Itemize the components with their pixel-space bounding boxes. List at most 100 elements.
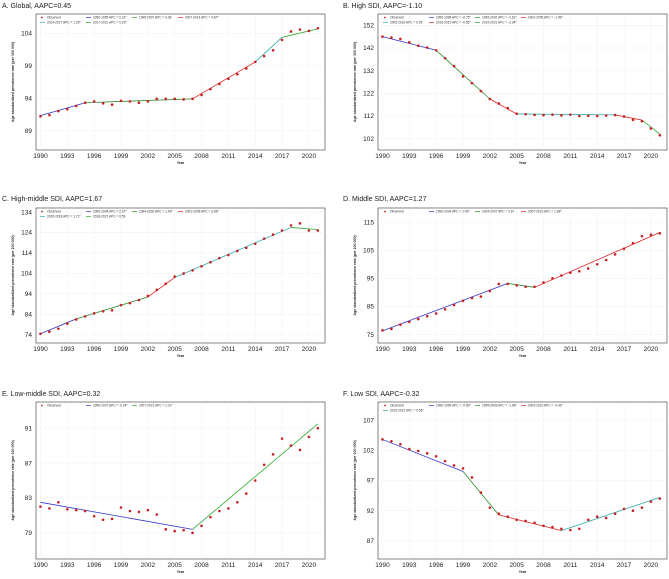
y-tick-label: 94 — [25, 291, 33, 298]
observed-point — [425, 314, 429, 318]
observed-point — [307, 435, 311, 439]
x-tick-label: 1999 — [456, 562, 471, 569]
x-tick-label: 2011 — [563, 153, 577, 160]
observed-point — [137, 510, 141, 514]
y-tick-label: 94 — [25, 95, 33, 102]
legend-label: Observed — [47, 16, 61, 20]
legend-label: 2010-2021 APC = 0.56* — [390, 409, 424, 413]
observed-point — [244, 246, 248, 250]
x-tick-label: 2017 — [617, 153, 632, 160]
observed-point — [253, 242, 257, 246]
y-tick-label: 102 — [363, 136, 374, 143]
observed-point — [57, 327, 60, 330]
observed-point — [236, 72, 239, 76]
observed-point — [506, 515, 510, 519]
x-tick-label: 2011 — [221, 153, 235, 160]
legend-label: 2016-2019 APC = -0.65* — [436, 21, 471, 25]
y-axis-label: Age standardized prevalence rate (per 10… — [11, 41, 15, 122]
x-tick-label: 2017 — [275, 562, 290, 569]
observed-point — [83, 509, 87, 513]
observed-point — [128, 509, 132, 513]
observed-point — [227, 77, 230, 81]
x-tick-label: 2017 — [275, 346, 290, 353]
x-tick-label: 2002 — [483, 153, 498, 160]
observed-point — [631, 241, 635, 245]
panel-title: F. Low SDI, AAPC=-0.32 — [343, 391, 420, 398]
observed-point — [200, 524, 203, 528]
x-tick-label: 2005 — [167, 346, 182, 353]
observed-point — [298, 448, 302, 452]
observed-point — [227, 507, 230, 510]
observed-point — [146, 294, 150, 298]
observed-point — [497, 282, 501, 286]
x-axis-label: Year — [519, 161, 527, 165]
y-tick-label: 122 — [363, 91, 374, 98]
trend-segment — [281, 28, 318, 38]
x-tick-label: 2008 — [194, 346, 209, 353]
legend-label: 2005-2018 APC = 1.71* — [47, 215, 81, 219]
y-tick-label: 91 — [25, 425, 33, 432]
observed-point — [479, 295, 483, 298]
observed-point — [658, 232, 662, 235]
observed-point — [542, 281, 545, 284]
observed-point — [280, 38, 284, 42]
legend-label: Observed — [47, 210, 61, 214]
observed-point — [408, 447, 411, 451]
observed-point — [191, 269, 194, 272]
observed-point — [542, 113, 545, 117]
observed-point — [649, 500, 653, 503]
observed-point — [200, 93, 203, 97]
observed-point — [316, 26, 320, 30]
observed-point — [164, 528, 168, 531]
x-tick-label: 2011 — [221, 562, 235, 569]
y-tick-label: 104 — [21, 271, 32, 278]
observed-point — [262, 54, 266, 58]
observed-point — [39, 332, 42, 336]
y-tick-label: 102 — [363, 448, 374, 455]
observed-point — [66, 107, 69, 111]
y-tick-label: 105 — [363, 247, 374, 254]
x-tick-label: 1996 — [87, 346, 102, 353]
observed-point — [101, 309, 105, 313]
x-tick-label: 1993 — [402, 346, 417, 353]
observed-point — [307, 29, 311, 33]
observed-point — [218, 256, 221, 260]
y-tick-label: 104 — [21, 31, 32, 38]
observed-point — [551, 525, 554, 529]
observed-point — [74, 318, 78, 321]
observed-point — [470, 476, 474, 479]
x-tick-label: 2020 — [302, 153, 317, 160]
x-tick-label: 1993 — [60, 153, 75, 160]
x-tick-label: 1990 — [33, 153, 48, 160]
x-tick-label: 2014 — [248, 562, 263, 569]
observed-point — [316, 229, 320, 232]
observed-point — [399, 323, 402, 327]
observed-point — [416, 449, 420, 453]
observed-point — [506, 106, 510, 110]
observed-point — [289, 30, 293, 33]
observed-point — [381, 438, 384, 441]
observed-point — [497, 102, 501, 105]
observed-point — [316, 426, 320, 430]
observed-point — [399, 37, 402, 41]
x-tick-label: 1993 — [402, 153, 417, 160]
x-axis-label: Year — [177, 570, 185, 574]
x-tick-label: 2008 — [194, 153, 209, 160]
observed-point — [408, 320, 411, 324]
trend-segment — [615, 114, 643, 121]
x-tick-label: 1990 — [375, 562, 390, 569]
observed-point — [443, 307, 447, 311]
y-tick-label: 75 — [367, 332, 375, 339]
x-tick-label: 1996 — [87, 562, 102, 569]
observed-point — [390, 439, 393, 443]
x-tick-label: 1990 — [375, 346, 390, 353]
observed-point — [578, 114, 581, 118]
observed-point — [613, 512, 617, 516]
legend-label: 2002-2005 APC = 3.38* — [185, 210, 219, 214]
observed-point — [74, 104, 78, 108]
y-tick-label: 89 — [25, 128, 33, 135]
observed-point — [289, 224, 293, 227]
observed-point — [631, 118, 635, 122]
observed-point — [298, 222, 302, 225]
x-tick-label: 2020 — [302, 562, 317, 569]
